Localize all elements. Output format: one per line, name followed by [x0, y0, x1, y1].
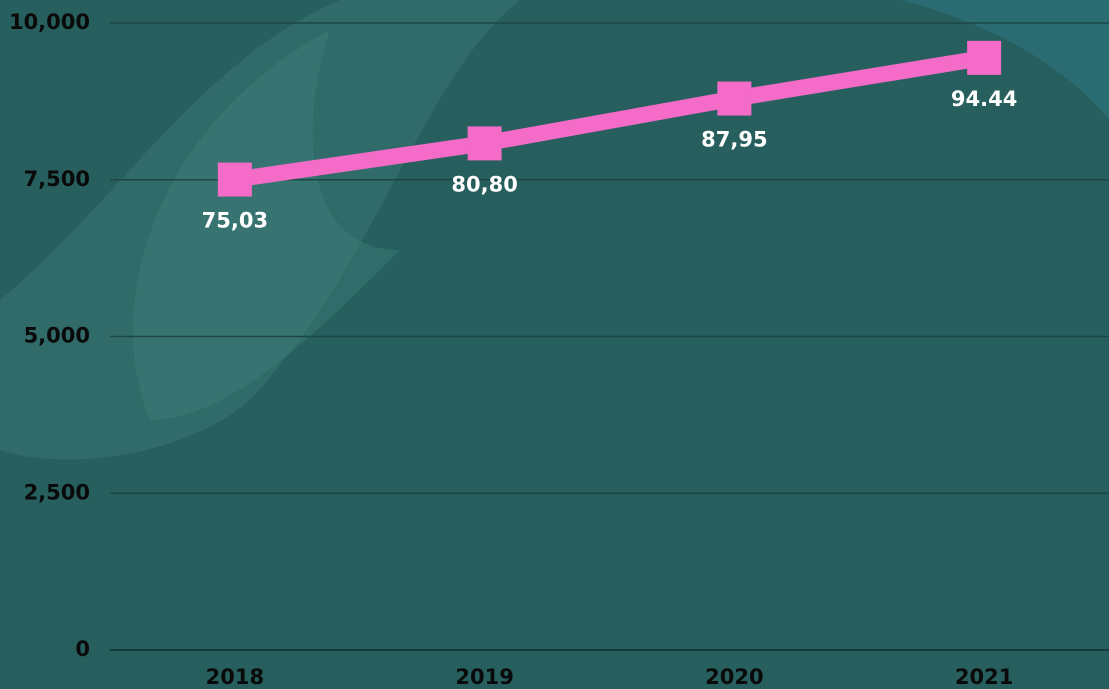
x-tick-label: 2020 [705, 665, 763, 689]
data-label: 80,80 [451, 172, 517, 196]
data-label: 94.44 [951, 87, 1017, 111]
y-tick-label: 2,500 [24, 480, 90, 504]
y-tick-label: 7,500 [24, 167, 90, 191]
marker [967, 40, 1002, 75]
decoration [0, 0, 520, 460]
line [233, 49, 986, 188]
x-tick-label: 2018 [206, 665, 264, 689]
decoration [900, 0, 1109, 120]
x-tick-label: 2019 [455, 665, 513, 689]
marker [217, 162, 252, 197]
marker [717, 81, 752, 116]
data-label: 75,03 [202, 209, 268, 233]
y-tick-label: 0 [75, 637, 90, 661]
y-tick-label: 5,000 [24, 324, 90, 348]
y-tick-label: 10,000 [9, 10, 90, 34]
data-label: 87,95 [701, 128, 767, 152]
marker [467, 126, 502, 161]
x-tick-label: 2021 [955, 665, 1013, 689]
decoration [132, 30, 401, 420]
